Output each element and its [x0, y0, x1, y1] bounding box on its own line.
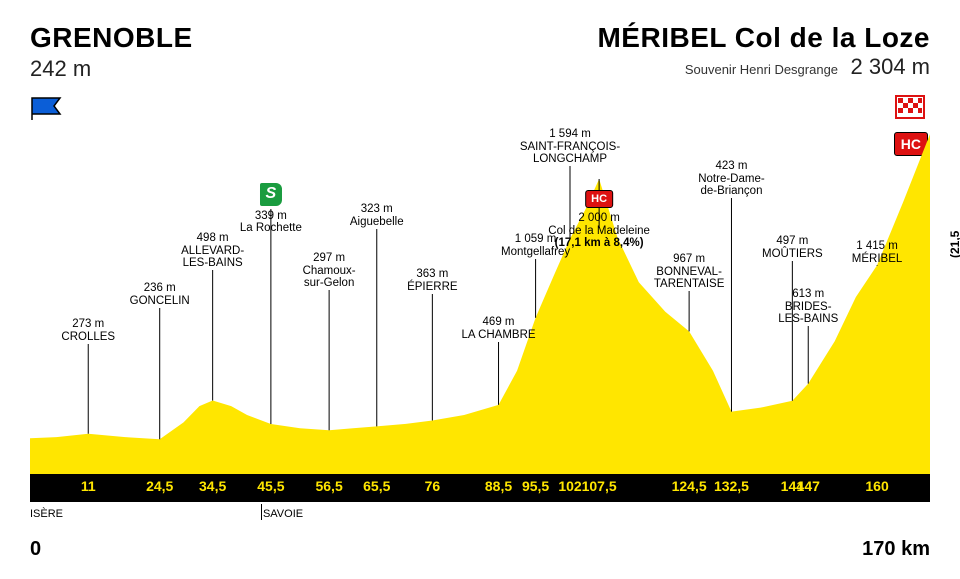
point-alt: 613 m	[778, 288, 838, 301]
point-name: LONGCHAMP	[520, 153, 620, 166]
point-detail: (17,1 km à 8,4%)	[548, 237, 650, 250]
point-name: SAINT-FRANÇOIS-	[520, 141, 620, 154]
svg-text:107,5: 107,5	[582, 478, 617, 494]
point-name: ÉPIERRE	[407, 281, 458, 294]
point-name: MÉRIBEL	[852, 253, 903, 266]
point-name: BONNEVAL-	[654, 266, 725, 279]
km-start: 0	[30, 538, 41, 561]
point-label: S 339 mLa Rochette	[240, 183, 302, 235]
svg-text:11: 11	[81, 478, 96, 494]
point-name: ALLEVARD-	[181, 245, 244, 258]
point-name: La Rochette	[240, 222, 302, 235]
point-label: 613 mBRIDES-LES-BAINS	[778, 288, 838, 326]
point-label: 236 mGONCELIN	[130, 282, 190, 307]
point-name: LES-BAINS	[181, 257, 244, 270]
point-alt: 497 m	[762, 235, 823, 248]
point-alt: 498 m	[181, 232, 244, 245]
point-alt: 2 000 m	[548, 212, 650, 225]
svg-text:102: 102	[558, 478, 582, 494]
svg-text:124,5: 124,5	[672, 478, 707, 494]
point-label: 1 415 mMÉRIBEL	[852, 240, 903, 265]
sprint-icon: S	[260, 183, 283, 206]
svg-text:147: 147	[797, 478, 821, 494]
point-alt: 469 m	[461, 316, 535, 329]
point-name: BRIDES-	[778, 301, 838, 314]
point-label: HC 2 000 mCol de la Madeleine(17,1 km à 8…	[548, 190, 650, 250]
svg-text:76: 76	[425, 478, 441, 494]
point-alt: 323 m	[350, 203, 404, 216]
point-name: de-Briançon	[698, 185, 764, 198]
point-alt: 273 m	[61, 318, 115, 331]
point-alt: 967 m	[654, 253, 725, 266]
point-name: CROLLES	[61, 331, 115, 344]
hc-icon: HC	[585, 190, 613, 208]
point-label: 273 mCROLLES	[61, 318, 115, 343]
svg-text:65,5: 65,5	[363, 478, 390, 494]
point-alt: 297 m	[303, 252, 356, 265]
point-name: LA CHAMBRE	[461, 329, 535, 342]
stage-profile: GRENOBLE 242 m MÉRIBEL Col de la Loze So…	[0, 0, 960, 579]
svg-text:95,5: 95,5	[522, 478, 549, 494]
point-alt: 1 594 m	[520, 128, 620, 141]
point-name: TARENTAISE	[654, 278, 725, 291]
department-label: ISÈRE	[30, 508, 63, 520]
svg-text:45,5: 45,5	[257, 478, 284, 494]
point-label: 1 594 mSAINT-FRANÇOIS-LONGCHAMP	[520, 128, 620, 166]
svg-text:88,5: 88,5	[485, 478, 512, 494]
point-alt: 236 m	[130, 282, 190, 295]
point-name: GONCELIN	[130, 295, 190, 308]
final-climb-text: (21,5 km à 7,8%)	[948, 227, 960, 258]
svg-text:24,5: 24,5	[146, 478, 173, 494]
km-end: 170 km	[862, 538, 930, 561]
point-label: 297 mChamoux-sur-Gelon	[303, 252, 356, 290]
point-alt: 363 m	[407, 268, 458, 281]
point-alt: 1 415 m	[852, 240, 903, 253]
point-name: MOÛTIERS	[762, 248, 823, 261]
point-label: 498 mALLEVARD-LES-BAINS	[181, 232, 244, 270]
point-label: 423 mNotre-Dame-de-Briançon	[698, 160, 764, 198]
department-separator	[261, 504, 262, 520]
point-alt: 423 m	[698, 160, 764, 173]
point-alt: 339 m	[240, 210, 302, 223]
point-name: sur-Gelon	[303, 277, 356, 290]
svg-text:56,5: 56,5	[315, 478, 342, 494]
point-name: Notre-Dame-	[698, 173, 764, 186]
svg-text:132,5: 132,5	[714, 478, 749, 494]
svg-text:34,5: 34,5	[199, 478, 226, 494]
point-label: 469 mLA CHAMBRE	[461, 316, 535, 341]
point-name: Col de la Madeleine	[548, 225, 650, 238]
point-name: LES-BAINS	[778, 313, 838, 326]
point-label: 363 mÉPIERRE	[407, 268, 458, 293]
department-label: SAVOIE	[263, 508, 303, 520]
point-name: Aiguebelle	[350, 216, 404, 229]
point-label: 967 mBONNEVAL-TARENTAISE	[654, 253, 725, 291]
point-label: 323 mAiguebelle	[350, 203, 404, 228]
point-label: 497 mMOÛTIERS	[762, 235, 823, 260]
svg-text:160: 160	[865, 478, 889, 494]
point-name: Chamoux-	[303, 265, 356, 278]
